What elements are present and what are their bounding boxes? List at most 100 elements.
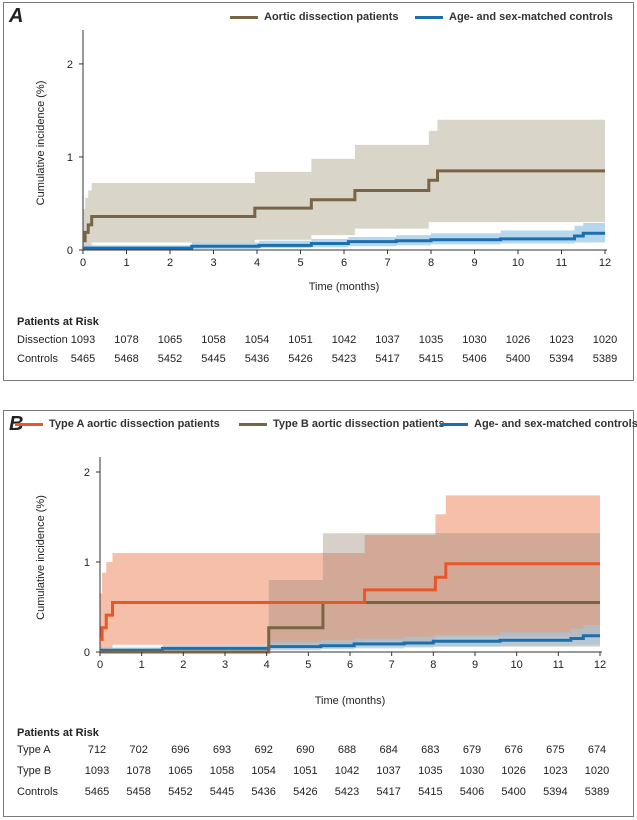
y-tick-label: 0 xyxy=(84,647,90,659)
risk-cell: 690 xyxy=(296,744,315,756)
risk-cell: 693 xyxy=(212,744,232,756)
risk-cell: 5465 xyxy=(70,353,96,365)
risk-cell: 1037 xyxy=(375,334,400,346)
legend-item-type-a: Type A aortic dissection patients xyxy=(15,418,220,430)
series-line-dissection xyxy=(83,169,605,243)
x-tick-label: 9 xyxy=(472,659,478,671)
series-line-controls xyxy=(83,231,605,250)
risk-cell: 684 xyxy=(379,744,398,756)
y-tick-label: 2 xyxy=(67,59,73,71)
legend-label-dissection: Aortic dissection patients xyxy=(264,11,399,23)
risk-cell: 1078 xyxy=(114,334,139,346)
x-axis-label: Time (months) xyxy=(309,281,380,293)
y-axis-label: Cumulative incidence (%) xyxy=(35,495,47,620)
risk-cell: 1023 xyxy=(543,765,568,777)
x-tick-label: 0 xyxy=(97,659,103,671)
risk-cell: 5415 xyxy=(418,786,443,798)
risk-row-label: Controls xyxy=(17,353,58,365)
risk-row-label: Dissection xyxy=(17,334,68,346)
x-tick-label: 8 xyxy=(428,257,434,269)
risk-cell: 679 xyxy=(462,744,482,756)
risk-cell: 1037 xyxy=(376,765,401,777)
risk-cell: 5468 xyxy=(114,353,139,365)
x-tick-label: 2 xyxy=(180,659,186,671)
risk-cell: 1020 xyxy=(584,765,610,777)
risk-cell: 1030 xyxy=(459,765,485,777)
risk-cell: 688 xyxy=(337,744,357,756)
risk-row-label: Type A xyxy=(17,744,51,756)
x-tick-label: 6 xyxy=(341,257,347,269)
legend-item-dissection: Aortic dissection patients xyxy=(230,11,398,23)
risk-cell: 1054 xyxy=(244,334,270,346)
risk-cell: 1058 xyxy=(209,765,235,777)
risk-cell: 1051 xyxy=(293,765,318,777)
risk-cell: 5426 xyxy=(293,786,318,798)
risk-cell: 5426 xyxy=(288,353,313,365)
x-tick-label: 3 xyxy=(222,659,228,671)
risk-cell: 1065 xyxy=(168,765,193,777)
risk-cell: 712 xyxy=(87,744,107,756)
risk-cell: 1042 xyxy=(334,765,360,777)
risk-cell: 5452 xyxy=(168,786,193,798)
legend-swatch-type-b xyxy=(239,422,267,426)
risk-cell: 5394 xyxy=(543,786,568,798)
x-tick-label: 4 xyxy=(264,659,270,671)
risk-cell: 1042 xyxy=(331,334,357,346)
x-tick-label: 7 xyxy=(389,659,395,671)
legend-item-controls-b: Age- and sex-matched controls xyxy=(440,418,637,430)
legend-label-type-b: Type B aortic dissection patients xyxy=(273,418,445,430)
x-tick-label: 5 xyxy=(305,659,311,671)
legend-label-controls-b: Age- and sex-matched controls xyxy=(474,418,637,430)
risk-cell: 1054 xyxy=(251,765,276,777)
x-tick-label: 9 xyxy=(471,257,477,269)
x-tick-label: 6 xyxy=(347,659,353,671)
risk-title-a: Patients at Risk xyxy=(17,316,99,328)
panel-b: B Type A aortic dissection patients Type… xyxy=(3,410,637,817)
risk-cell: 1020 xyxy=(592,334,618,346)
x-tick-label: 7 xyxy=(384,257,390,269)
risk-cell: 5465 xyxy=(84,786,110,798)
risk-row-label: Controls xyxy=(17,786,58,798)
risk-cell: 1065 xyxy=(157,334,183,346)
risk-cell: 683 xyxy=(421,744,440,756)
risk-cell: 5400 xyxy=(505,353,531,365)
x-tick-label: 4 xyxy=(254,257,260,269)
risk-cell: 1078 xyxy=(126,765,151,777)
risk-cell: 5389 xyxy=(584,786,610,798)
legend-swatch-controls xyxy=(415,15,443,19)
panel-a-letter: A xyxy=(9,5,24,27)
risk-cell: 5389 xyxy=(592,353,618,365)
risk-cell: 5445 xyxy=(201,353,226,365)
ci-band-type-a xyxy=(100,495,600,652)
ci-band-dissection xyxy=(83,119,605,250)
risk-cell: 674 xyxy=(587,744,607,756)
risk-row-label: Type B xyxy=(17,765,52,777)
y-tick-label: 0 xyxy=(67,245,73,257)
y-axis-label: Cumulative incidence (%) xyxy=(35,81,47,206)
y-tick-label: 1 xyxy=(84,557,90,569)
risk-cell: 1058 xyxy=(201,334,226,346)
risk-cell: 5417 xyxy=(376,786,401,798)
risk-cell: 5423 xyxy=(334,786,360,798)
risk-cell: 1030 xyxy=(462,334,487,346)
legend-swatch-type-a xyxy=(15,422,43,426)
risk-cell: 5415 xyxy=(418,353,444,365)
ci-band-controls-b xyxy=(100,625,600,652)
risk-cell: 5417 xyxy=(375,353,400,365)
risk-cell: 5423 xyxy=(331,353,357,365)
legend-swatch-controls-b xyxy=(440,422,468,426)
series-line-type-b xyxy=(100,601,600,654)
x-tick-label: 10 xyxy=(511,659,523,671)
legend-swatch-dissection xyxy=(230,15,258,19)
y-tick-label: 1 xyxy=(67,152,73,164)
risk-cell: 1093 xyxy=(84,765,110,777)
x-tick-label: 2 xyxy=(167,257,173,269)
x-tick-label: 1 xyxy=(123,257,129,269)
ci-band-controls xyxy=(83,223,605,250)
risk-cell: 1035 xyxy=(418,334,444,346)
risk-cell: 1093 xyxy=(70,334,96,346)
panel-a: A Aortic dissection patients Age- and se… xyxy=(3,2,634,381)
x-tick-label: 1 xyxy=(139,659,145,671)
x-tick-label: 10 xyxy=(512,257,524,269)
x-tick-label: 0 xyxy=(80,257,86,269)
